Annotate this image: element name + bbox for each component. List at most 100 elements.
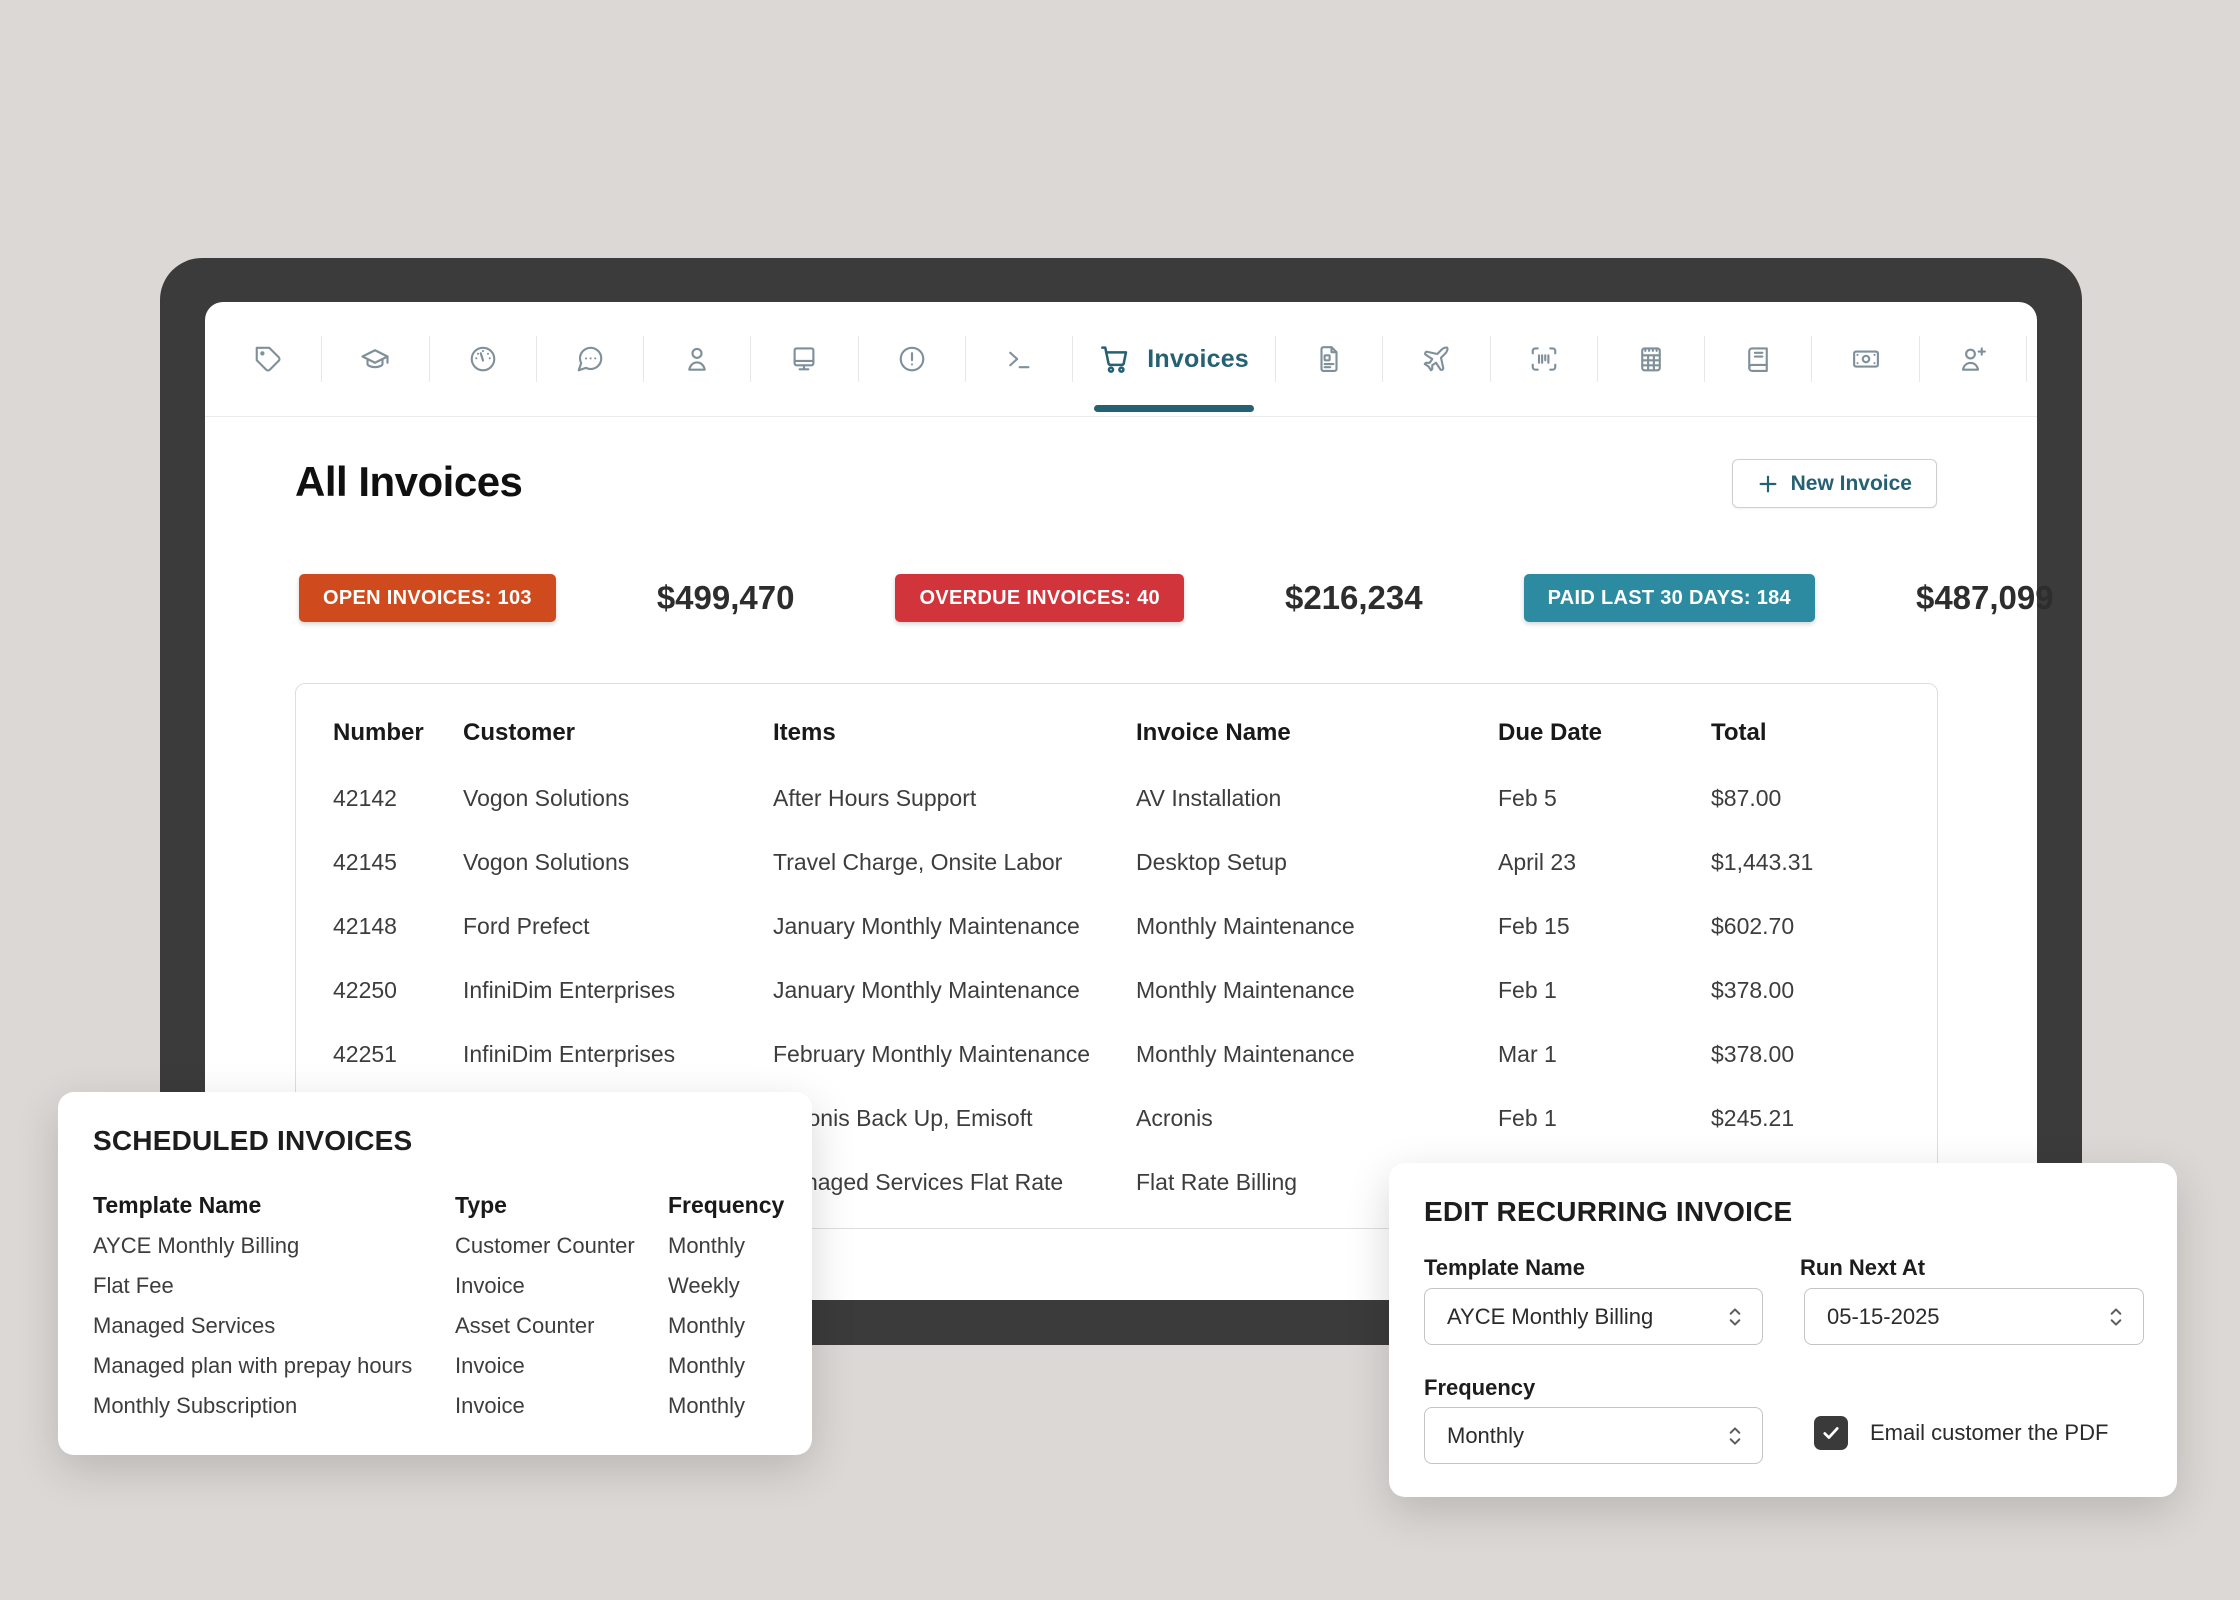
cell-invoice-name: Flat Rate Billing xyxy=(1136,1168,1298,1195)
cell-type: Invoice xyxy=(455,1393,525,1418)
table-row[interactable]: 42145 Vogon Solutions Travel Charge, Ons… xyxy=(296,830,1937,894)
gauge-icon xyxy=(470,346,495,372)
nav-divider xyxy=(1918,336,1920,382)
nav-item-payments[interactable] xyxy=(1812,302,1918,416)
cell-customer: InfiniDim Enterprises xyxy=(463,1040,676,1067)
nav-item-travel[interactable] xyxy=(1383,302,1489,416)
list-item[interactable]: Managed Services Asset Counter Monthly xyxy=(58,1306,812,1346)
nav-divider xyxy=(1704,336,1706,382)
cell-template-name: Flat Fee xyxy=(93,1273,174,1298)
cell-items: February Monthly Maintenance xyxy=(773,1040,1091,1067)
template-name-value: AYCE Monthly Billing xyxy=(1447,1303,1654,1329)
scheduled-invoices-title: SCHEDULED INVOICES xyxy=(93,1125,413,1156)
nav-divider xyxy=(964,336,966,382)
cell-due-date: April 23 xyxy=(1498,848,1576,875)
list-item[interactable]: Managed plan with prepay hours Invoice M… xyxy=(58,1346,812,1386)
cell-invoice-name: Monthly Maintenance xyxy=(1136,976,1355,1003)
list-item[interactable]: Monthly Subscription Invoice Monthly xyxy=(58,1386,812,1426)
nav-item-add-user[interactable] xyxy=(1920,302,2026,416)
nav-item-assets[interactable] xyxy=(751,302,857,416)
col-items: Items xyxy=(773,719,836,746)
nav-item-scripts[interactable] xyxy=(966,302,1072,416)
nav-item-alerts[interactable] xyxy=(859,302,965,416)
cart-icon xyxy=(1101,346,1128,373)
cell-items: After Hours Support xyxy=(773,784,977,811)
nav-divider xyxy=(1596,336,1598,382)
cell-total: $602.70 xyxy=(1711,912,1795,939)
cell-total: $1,443.31 xyxy=(1711,848,1814,875)
nav-divider xyxy=(1811,336,1813,382)
frequency-label: Frequency xyxy=(1424,1375,1536,1400)
col-invoice-name: Invoice Name xyxy=(1136,719,1291,746)
table-row[interactable]: 42142 Vogon Solutions After Hours Suppor… xyxy=(296,766,1937,830)
table-row[interactable]: 42251 InfiniDim Enterprises February Mon… xyxy=(296,1022,1937,1086)
cell-template-name: AYCE Monthly Billing xyxy=(93,1233,300,1258)
cell-due-date: Mar 1 xyxy=(1498,1040,1557,1067)
col-due-date: Due Date xyxy=(1498,719,1603,746)
nav-item-documents[interactable] xyxy=(1276,302,1382,416)
nav-divider xyxy=(643,336,645,382)
cell-number: 42251 xyxy=(333,1040,397,1067)
cell-number: 42250 xyxy=(333,976,397,1003)
run-next-at-select[interactable]: 05-15-2025 xyxy=(1804,1288,2144,1345)
cell-items: January Monthly Maintenance xyxy=(773,976,1080,1003)
tab-invoices-label: Invoices xyxy=(1147,344,1249,373)
email-pdf-checkbox-row[interactable]: Email customer the PDF xyxy=(1814,1416,2108,1450)
col-customer: Customer xyxy=(463,719,576,746)
cell-type: Customer Counter xyxy=(455,1233,635,1258)
cell-type: Asset Counter xyxy=(455,1313,595,1338)
table-row[interactable]: Managed Services Flat Rate Flat Rate Bil… xyxy=(296,1150,1937,1214)
nav-divider xyxy=(750,336,752,382)
nav-item-inventory[interactable] xyxy=(1491,302,1597,416)
cell-invoice-name: Acronis xyxy=(1136,1104,1213,1131)
email-pdf-checkbox[interactable] xyxy=(1814,1416,1848,1450)
nav-divider xyxy=(1489,336,1491,382)
nav-item-customers[interactable] xyxy=(644,302,750,416)
tab-invoices[interactable]: Invoices xyxy=(1073,302,1275,416)
nav-item-training[interactable] xyxy=(322,302,428,416)
cell-items: Acronis Back Up, Emisoft xyxy=(773,1104,1033,1131)
scheduled-invoices-card: SCHEDULED INVOICES Template Name Type Fr… xyxy=(58,1092,812,1455)
nav-divider xyxy=(2025,336,2027,382)
nav-item-tag[interactable] xyxy=(215,302,321,416)
cell-invoice-name: Desktop Setup xyxy=(1136,848,1287,875)
overdue-invoices-total: $216,234 xyxy=(1284,579,1423,616)
col-type: Type xyxy=(455,1192,507,1218)
nav-divider xyxy=(321,336,323,382)
paid-invoices-total: $487,099 xyxy=(1915,579,2054,616)
cell-items: Travel Charge, Onsite Labor xyxy=(773,848,1063,875)
nav-item-dashboard[interactable] xyxy=(430,302,536,416)
list-item[interactable]: AYCE Monthly Billing Customer Counter Mo… xyxy=(58,1226,812,1266)
paid-invoices-badge[interactable]: PAID LAST 30 DAYS: 184 xyxy=(1523,574,1815,622)
cell-template-name: Monthly Subscription xyxy=(93,1393,298,1418)
col-total: Total xyxy=(1711,719,1767,746)
email-pdf-checkbox-label: Email customer the PDF xyxy=(1870,1420,2109,1445)
col-template-name: Template Name xyxy=(93,1192,262,1218)
edit-recurring-invoice-card: EDIT RECURRING INVOICE Template Name Run… xyxy=(1389,1163,2177,1497)
monitor-icon xyxy=(794,347,815,371)
cell-number: 42142 xyxy=(333,784,397,811)
cell-frequency: Monthly xyxy=(668,1313,746,1338)
cell-frequency: Monthly xyxy=(668,1353,746,1378)
cell-template-name: Managed plan with prepay hours xyxy=(93,1353,413,1378)
nav-item-estimates[interactable] xyxy=(1598,302,1704,416)
nav-item-ledger[interactable] xyxy=(1705,302,1811,416)
overdue-invoices-badge[interactable]: OVERDUE INVOICES: 40 xyxy=(895,574,1184,622)
cell-customer: Vogon Solutions xyxy=(463,784,630,811)
template-name-select[interactable]: AYCE Monthly Billing xyxy=(1424,1288,1763,1345)
banknote-icon xyxy=(1852,350,1879,368)
invoices-table-header: Number Customer Items Invoice Name Due D… xyxy=(296,684,1937,766)
frequency-select[interactable]: Monthly xyxy=(1424,1407,1763,1464)
open-invoices-badge[interactable]: OPEN INVOICES: 103 xyxy=(299,574,556,622)
terminal-icon xyxy=(1009,351,1030,369)
nav-item-messages[interactable] xyxy=(537,302,643,416)
cell-template-name: Managed Services xyxy=(93,1313,276,1338)
new-invoice-button[interactable]: New Invoice xyxy=(1731,459,1937,508)
table-row[interactable]: 42148 Ford Prefect January Monthly Maint… xyxy=(296,894,1937,958)
nav-divider xyxy=(1382,336,1384,382)
col-number: Number xyxy=(333,719,424,746)
table-row[interactable]: Acronis Back Up, Emisoft Acronis Feb 1 $… xyxy=(296,1086,1937,1150)
list-item[interactable]: Flat Fee Invoice Weekly xyxy=(58,1266,812,1306)
cell-invoice-name: AV Installation xyxy=(1136,784,1282,811)
table-row[interactable]: 42250 InfiniDim Enterprises January Mont… xyxy=(296,958,1937,1022)
